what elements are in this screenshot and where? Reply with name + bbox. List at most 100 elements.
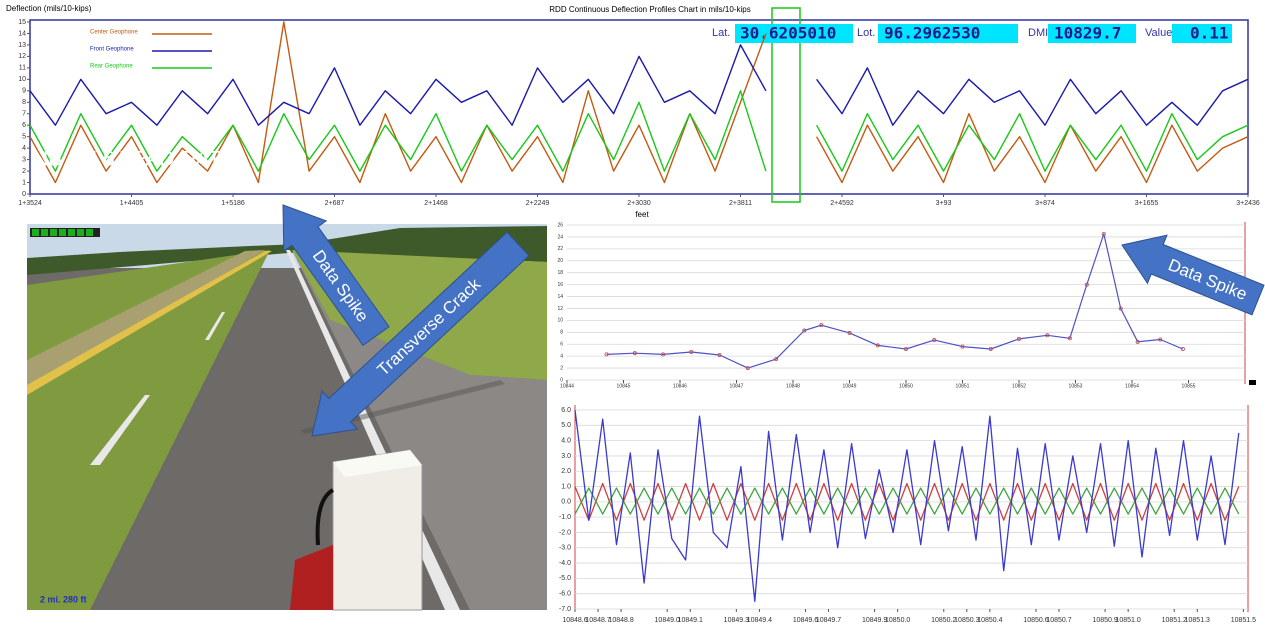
scroll-marker (1249, 380, 1256, 385)
x-tick-label: 10850.3 (954, 617, 979, 624)
x-tick-label: 10855 (1182, 383, 1196, 389)
arrow-shape (311, 231, 530, 437)
legend-label: Center Geophone (90, 30, 138, 36)
y-tick-label: 26 (557, 222, 563, 228)
x-tick-label: 10851.0 (1115, 617, 1140, 624)
x-tick-label: 10850.4 (977, 617, 1002, 624)
x-tick-label: 3+1655 (1135, 200, 1159, 207)
y-tick-label: 12 (18, 53, 26, 60)
y-tick-label: 10 (18, 76, 26, 83)
lot-value: 96.2962530 (884, 24, 980, 43)
y-tick-label: 16 (557, 282, 563, 288)
y-tick-label: 24 (557, 234, 563, 240)
x-tick-label: 10851.3 (1185, 617, 1210, 624)
x-tick-label: 10850.0 (885, 617, 910, 624)
value-value: 0.11 (1190, 24, 1229, 43)
y-tick-label: 14 (557, 294, 563, 300)
lat-label: Lat. (712, 27, 730, 39)
x-tick-label: 10850.9 (1092, 617, 1117, 624)
data-point (1101, 231, 1106, 236)
y-tick-label: 8 (22, 99, 26, 106)
y-tick-label: 3 (22, 156, 26, 163)
x-tick-label: 10849.6 (793, 617, 818, 624)
x-tick-label: 10845 (617, 383, 631, 389)
x-tick-label: 10850.6 (1023, 617, 1048, 624)
y-tick-label: 4 (560, 353, 563, 359)
x-tick-label: 10850.2 (931, 617, 956, 624)
y-tick-label: 22 (557, 246, 563, 252)
data-point (661, 352, 666, 357)
y-tick-label: 15 (18, 19, 26, 26)
data-point (1067, 336, 1072, 341)
y-tick-label: 6 (22, 122, 26, 129)
data-point (1084, 282, 1089, 287)
x-tick-label: 1+3524 (18, 200, 42, 207)
data-point (745, 366, 750, 371)
dmi-box (1048, 24, 1136, 43)
arrow-shape (282, 204, 390, 346)
data-point (774, 357, 779, 362)
data-point (1118, 306, 1123, 311)
y-tick-label: -1.0 (559, 514, 571, 521)
y-tick-label: -4.0 (559, 560, 571, 567)
x-tick-label: 3+874 (1035, 200, 1055, 207)
x-tick-label: 10848 (786, 383, 800, 389)
x-tick-label: 10849.4 (747, 617, 772, 624)
x-tick-label: 10844 (560, 383, 574, 389)
data-point (1017, 336, 1022, 341)
data-line (574, 487, 1240, 515)
lat-value: 30.6205010 (740, 24, 836, 43)
data-point (1180, 346, 1185, 351)
y-tick-label: 18 (557, 270, 563, 276)
chart-title: RDD Continuous Deflection Profiles Chart… (549, 5, 750, 14)
y-tick-label: 11 (19, 65, 26, 72)
legend-label: Rear Geophone (90, 64, 133, 70)
y-tick-label: 3.0 (561, 453, 571, 460)
data-point (802, 328, 807, 333)
y-tick-label: 6 (560, 342, 563, 348)
data-point (819, 323, 824, 328)
data-point (1135, 339, 1140, 344)
x-tick-label: 10852 (1012, 383, 1026, 389)
x-tick-label: 10846 (673, 383, 687, 389)
photo-caption: 2 mi. 280 ft (40, 594, 87, 604)
x-tick-label: 10850 (899, 383, 913, 389)
x-tick-label: 1+5186 (221, 200, 245, 207)
data-point (988, 346, 993, 351)
x-tick-label: 10848.6 (562, 617, 587, 624)
x-tick-label: 2+4592 (830, 200, 854, 207)
x-tick-label: 10851.5 (1231, 617, 1256, 624)
data-line (29, 90, 1249, 172)
y-tick-label: 0 (560, 377, 563, 383)
lot-label: Lot. (857, 27, 875, 39)
data-line (29, 44, 1249, 126)
value-box (1172, 24, 1232, 43)
data-point (689, 349, 694, 354)
x-tick-label: 10847 (730, 383, 744, 389)
dmi-label: DMI (1028, 27, 1048, 39)
y-tick-label: -7.0 (559, 606, 571, 613)
y-tick-label: 2.0 (561, 468, 571, 475)
data-line (574, 482, 1240, 521)
y-tick-label: 7 (22, 111, 26, 118)
legend-label: Front Geophone (90, 47, 134, 53)
overlay-title: NB SH 6 TPAD DATA (33, 148, 233, 171)
x-axis-label: feet (635, 210, 649, 219)
y-tick-label: 2 (560, 365, 563, 371)
x-tick-label: 10849.1 (678, 617, 703, 624)
data-point (1158, 337, 1163, 342)
value-label: Value (1145, 27, 1172, 39)
y-tick-label: 1.0 (561, 483, 571, 490)
data-point (604, 352, 609, 357)
x-tick-label: 2+3811 (729, 200, 752, 207)
dmi-value: 10829.7 (1054, 24, 1121, 43)
x-tick-label: 1+4405 (120, 200, 144, 207)
y-tick-label: 14 (18, 30, 26, 37)
data-line (606, 233, 1184, 369)
x-tick-label: 3+93 (936, 200, 952, 207)
x-tick-label: 10849.7 (816, 617, 841, 624)
x-tick-label: 10848.7 (585, 617, 610, 624)
data-point (875, 343, 880, 348)
x-tick-label: 2+3030 (627, 200, 651, 207)
x-tick-label: 10853 (1069, 383, 1083, 389)
